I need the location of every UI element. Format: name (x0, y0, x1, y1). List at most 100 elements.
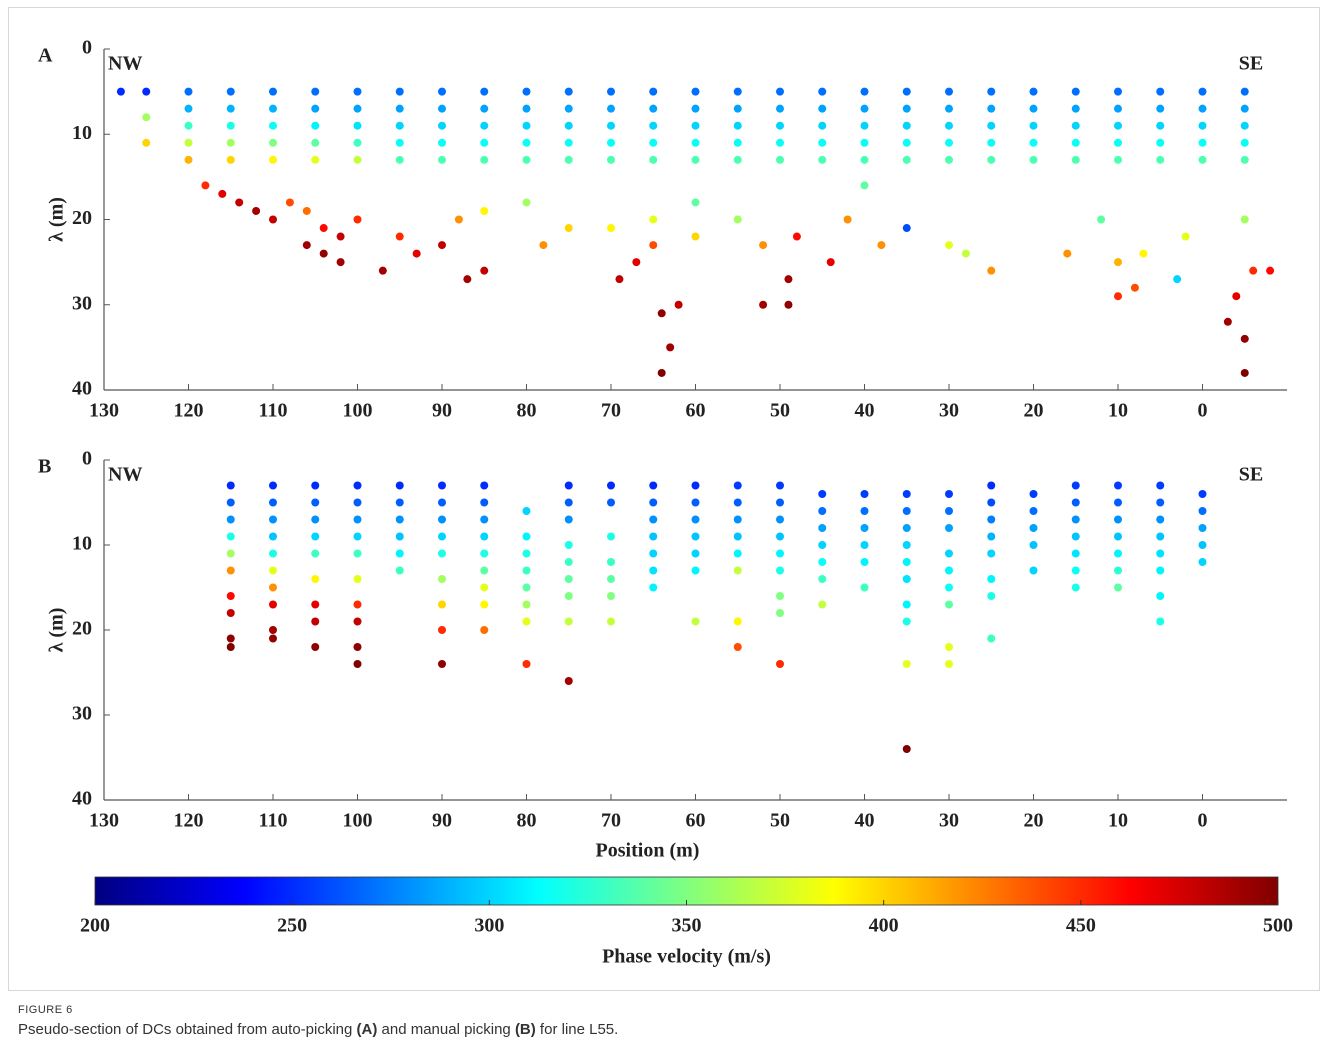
data-point (522, 549, 531, 558)
x-tick-label: 120 (174, 810, 204, 832)
data-point (1071, 532, 1080, 541)
data-point (607, 617, 615, 626)
data-point (522, 660, 531, 668)
data-point (1223, 317, 1232, 326)
colorbar-tick-label: 350 (672, 915, 702, 937)
data-point (733, 532, 742, 541)
data-point (902, 524, 911, 532)
data-point (987, 155, 996, 164)
data-point (776, 566, 784, 575)
data-point (902, 121, 911, 130)
data-point (269, 481, 277, 490)
data-point (1071, 481, 1080, 490)
data-point (1198, 155, 1207, 164)
data-point (480, 266, 489, 275)
data-point (902, 104, 911, 113)
y-tick-label: 40 (72, 378, 92, 400)
data-point (353, 617, 362, 626)
data-point (438, 121, 446, 130)
colorbar-label: Phase velocity (m/s) (602, 946, 771, 968)
data-point (564, 481, 573, 490)
data-point (733, 121, 742, 130)
data-point (454, 215, 463, 224)
data-point (269, 634, 277, 643)
data-point (226, 643, 235, 651)
data-point (395, 232, 404, 241)
y-tick-label: 0 (82, 37, 92, 59)
data-point (353, 600, 362, 609)
data-point (226, 609, 235, 617)
data-point (226, 498, 235, 507)
data-point (412, 249, 421, 258)
data-point (902, 617, 911, 626)
data-point (649, 155, 658, 164)
data-point (1240, 155, 1249, 164)
data-point (1114, 498, 1122, 507)
data-point (395, 87, 404, 96)
data-point (818, 155, 827, 164)
data-point (1029, 541, 1038, 549)
data-point (226, 515, 235, 524)
data-point (1181, 232, 1190, 241)
data-point (480, 549, 489, 558)
data-point (1156, 498, 1165, 507)
data-point (226, 121, 235, 130)
data-point (784, 300, 793, 309)
data-point (818, 87, 827, 96)
data-point (480, 498, 489, 507)
data-point (1130, 283, 1139, 292)
data-point (733, 515, 742, 524)
data-point (1114, 481, 1122, 490)
data-point (759, 300, 768, 309)
x-tick-label: 20 (1024, 400, 1044, 422)
data-point (252, 206, 261, 215)
data-point (1029, 155, 1038, 164)
data-point (607, 138, 615, 147)
data-point (336, 232, 345, 241)
data-point (1156, 138, 1165, 147)
data-point (860, 541, 869, 549)
data-point (564, 138, 573, 147)
x-tick-label: 80 (517, 810, 537, 832)
data-point (480, 566, 489, 575)
data-point (235, 198, 244, 207)
data-point (818, 138, 827, 147)
data-point (1114, 292, 1122, 301)
data-point (142, 138, 151, 147)
data-point (1114, 87, 1122, 96)
data-point (522, 532, 531, 541)
data-point (269, 626, 277, 634)
data-point (378, 266, 387, 275)
data-point (902, 155, 911, 164)
caption-part: (A) (356, 1021, 378, 1038)
data-point (1198, 121, 1207, 130)
y-tick-label: 30 (72, 703, 92, 725)
data-point (480, 481, 489, 490)
data-point (649, 138, 658, 147)
data-point (480, 87, 489, 96)
data-point (776, 609, 784, 617)
annotation: NW (108, 464, 142, 486)
data-point (902, 87, 911, 96)
data-point (1114, 258, 1122, 267)
data-point (649, 498, 658, 507)
data-point (1198, 104, 1207, 113)
data-point (776, 515, 784, 524)
x-tick-label: 50 (770, 810, 790, 832)
data-point (1240, 121, 1249, 130)
data-point (649, 583, 658, 592)
data-point (945, 600, 953, 609)
data-point (945, 660, 953, 668)
data-point (353, 104, 362, 113)
data-point (691, 515, 700, 524)
x-tick-label: 100 (343, 810, 373, 832)
data-point (353, 575, 362, 583)
data-point (1071, 515, 1080, 524)
data-point (607, 558, 615, 566)
data-point (1071, 87, 1080, 96)
data-point (902, 224, 911, 233)
data-point (353, 121, 362, 130)
data-point (1114, 583, 1122, 592)
data-point (902, 507, 911, 515)
data-point (311, 87, 320, 96)
